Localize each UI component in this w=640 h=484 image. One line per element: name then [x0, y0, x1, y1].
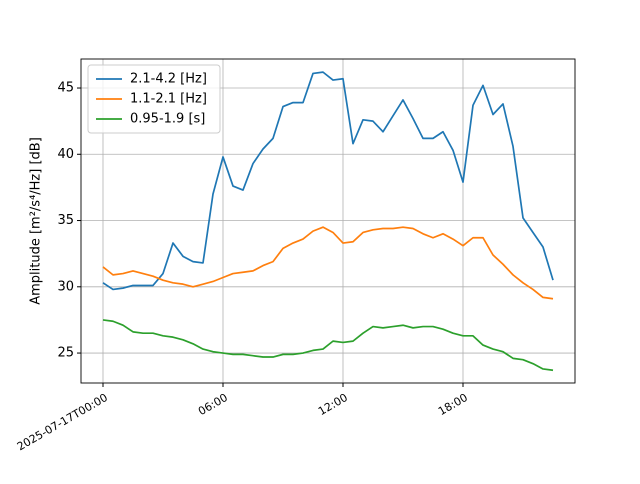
- data-line: [102, 319, 554, 372]
- legend-label: 2.1-4.2 [Hz]: [130, 72, 207, 87]
- legend-box: [87, 64, 221, 134]
- y-axis-label: Amplitude [m²/s⁴/Hz] [dB]: [29, 137, 44, 305]
- legend-label: 0.95-1.9 [s]: [130, 112, 205, 127]
- y-tick-label: 30: [57, 279, 74, 294]
- y-tick-label: 25: [57, 346, 74, 361]
- y-tick-label: 40: [57, 147, 74, 162]
- legend: 2.1-4.2 [Hz] 1.1-2.1 [Hz] 0.95-1.9 [s]: [87, 64, 221, 134]
- legend-label: 1.1-2.1 [Hz]: [130, 92, 207, 107]
- y-tick-label: 35: [57, 213, 74, 228]
- data-line: [102, 226, 554, 300]
- data-line: [102, 71, 554, 291]
- axes-frame: [80, 58, 576, 384]
- y-tick-label: 45: [57, 81, 74, 96]
